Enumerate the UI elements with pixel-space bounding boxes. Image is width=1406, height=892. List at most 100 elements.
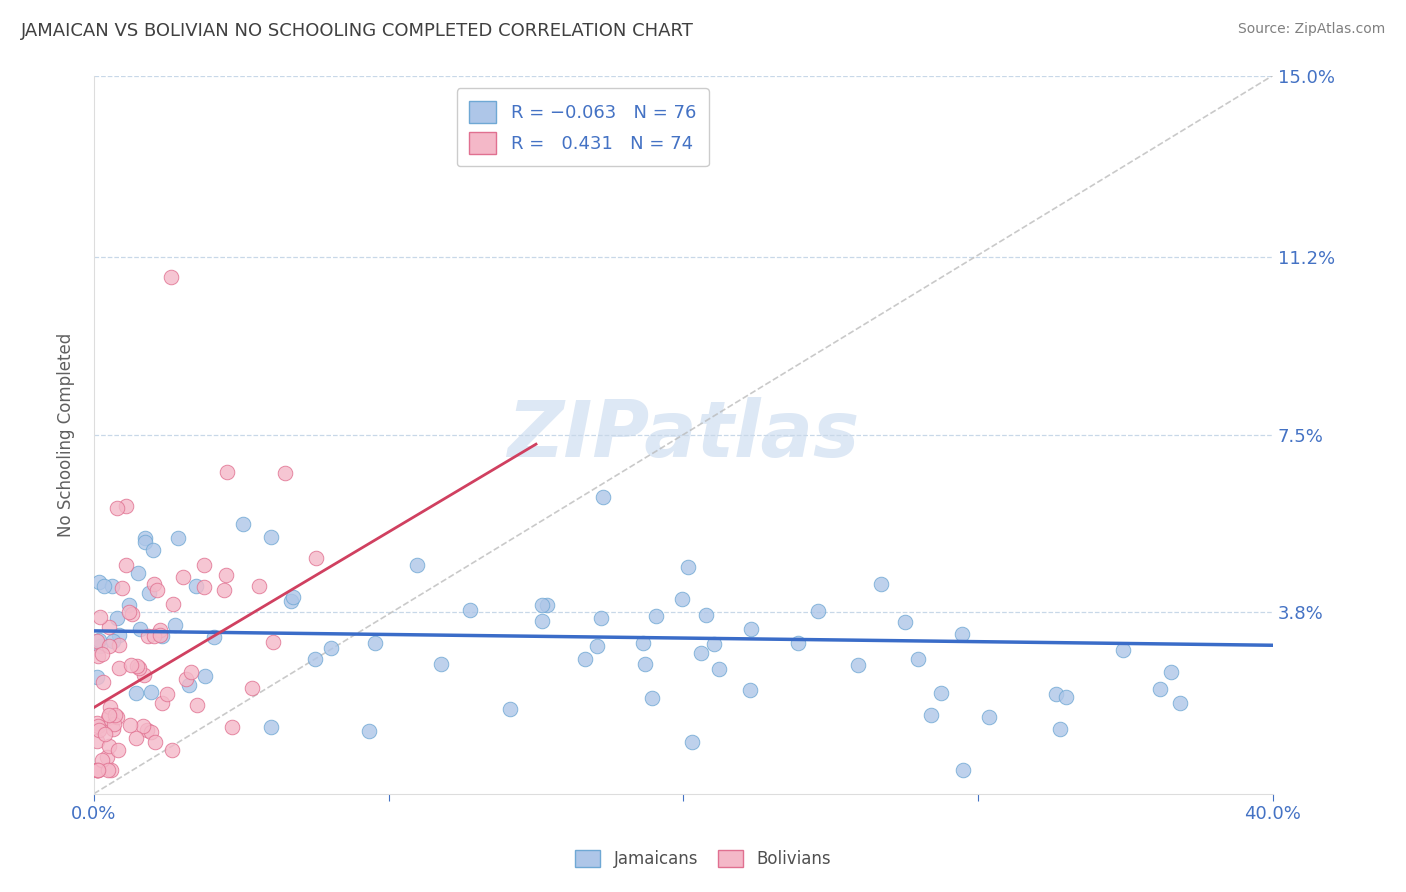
Point (86, 763, 108, 777)
Point (689, 646, 711, 660)
Point (101, 722, 124, 736)
Point (86, 648, 108, 663)
Point (149, 628, 172, 642)
Point (143, 577, 166, 591)
Point (846, 657, 869, 672)
Point (671, 592, 693, 607)
Point (89, 633, 111, 648)
Point (1160, 665, 1182, 680)
Point (574, 652, 596, 666)
Point (676, 559, 699, 574)
Point (177, 678, 200, 692)
Point (530, 599, 553, 613)
Point (1054, 690, 1077, 705)
Point (929, 686, 952, 700)
Point (89, 723, 111, 738)
Point (129, 622, 152, 636)
Point (98, 699, 121, 714)
Point (91, 675, 114, 690)
Legend: Jamaicans, Bolivians: Jamaicans, Bolivians (568, 843, 838, 875)
Point (139, 725, 162, 739)
Point (93, 578, 115, 592)
Point (174, 672, 197, 686)
Point (100, 763, 122, 777)
Point (166, 531, 188, 545)
Point (247, 579, 270, 593)
Point (98, 739, 121, 753)
Point (145, 734, 167, 748)
Point (907, 652, 929, 666)
Point (212, 582, 235, 597)
Point (105, 710, 128, 724)
Point (86, 716, 108, 731)
Point (97, 763, 120, 777)
Y-axis label: No Schooling Completed: No Schooling Completed (58, 333, 75, 537)
Legend: R = −0.063   N = 76, R =   0.431   N = 74: R = −0.063 N = 76, R = 0.431 N = 74 (457, 88, 709, 167)
Text: JAMAICAN VS BOLIVIAN NO SCHOOLING COMPLETED CORRELATION CHART: JAMAICAN VS BOLIVIAN NO SCHOOLING COMPLE… (21, 22, 695, 40)
Point (97, 707, 120, 722)
Point (499, 702, 522, 716)
Point (103, 717, 125, 731)
Point (128, 661, 150, 675)
Point (156, 687, 179, 701)
Point (104, 708, 127, 723)
Point (429, 657, 451, 672)
Point (950, 627, 973, 641)
Point (89, 639, 111, 653)
Point (87, 763, 110, 777)
Point (695, 608, 717, 623)
Point (146, 583, 169, 598)
Point (115, 499, 138, 513)
Point (807, 603, 830, 617)
Point (232, 517, 254, 532)
Point (87, 574, 110, 589)
Point (162, 743, 184, 757)
Point (458, 602, 481, 616)
Point (193, 580, 215, 594)
Point (132, 667, 155, 681)
Point (97, 711, 120, 725)
Point (121, 607, 143, 621)
Point (281, 590, 304, 604)
Point (357, 723, 380, 738)
Point (138, 629, 160, 643)
Point (94, 727, 117, 741)
Point (134, 534, 156, 549)
Text: ZIPatlas: ZIPatlas (508, 397, 859, 473)
Point (86, 634, 108, 648)
Point (634, 657, 657, 671)
Point (108, 628, 131, 642)
Point (150, 629, 173, 643)
Point (592, 490, 614, 504)
Point (110, 582, 132, 596)
Point (149, 624, 172, 638)
Point (139, 685, 162, 699)
Point (952, 763, 974, 777)
Point (740, 622, 762, 636)
Point (645, 609, 668, 624)
Point (100, 579, 122, 593)
Point (530, 614, 553, 628)
Point (105, 611, 128, 625)
Point (364, 635, 387, 649)
Point (165, 618, 187, 632)
Point (86, 734, 108, 748)
Point (180, 665, 202, 679)
Point (240, 681, 263, 695)
Point (150, 697, 173, 711)
Point (202, 630, 225, 644)
Point (920, 708, 942, 723)
Point (87, 763, 110, 777)
Point (1049, 722, 1071, 736)
Point (89, 609, 111, 624)
Point (86, 763, 108, 777)
Point (117, 605, 139, 619)
Point (132, 719, 155, 733)
Point (787, 636, 810, 650)
Point (586, 639, 609, 653)
Point (260, 720, 283, 734)
Point (141, 542, 163, 557)
Point (138, 585, 160, 599)
Point (127, 566, 149, 580)
Point (977, 709, 1000, 723)
